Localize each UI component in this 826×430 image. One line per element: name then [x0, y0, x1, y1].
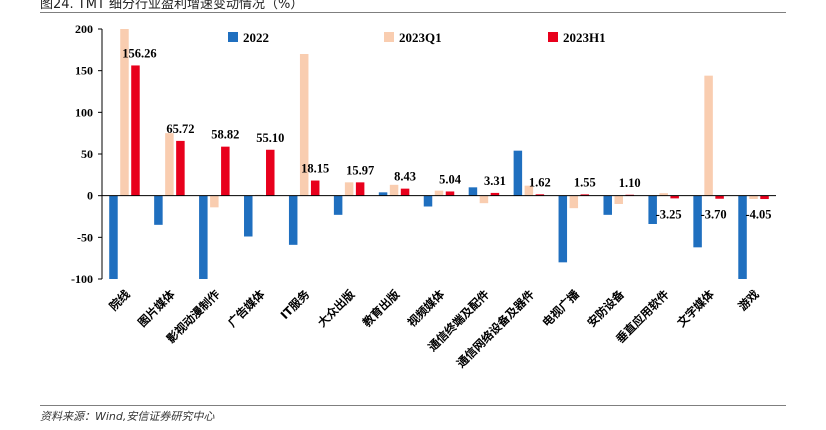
bar-2023H1-3	[266, 149, 275, 196]
bar-2023Q1-2	[210, 195, 219, 208]
bar-2023H1-14	[760, 195, 769, 200]
source-note: 资料来源：Wind,安信证券研究中心	[40, 410, 215, 423]
category-label-0: 院线	[106, 287, 133, 314]
y-tick-label: -100	[71, 272, 93, 286]
bar-2023Q1-14	[749, 195, 758, 199]
data-label-13: -3.70	[701, 208, 727, 222]
bar-2022-0	[109, 195, 118, 279]
bar-2022-5	[333, 195, 343, 215]
y-tick-label: 200	[75, 22, 93, 36]
legend-label-2022: 2022	[243, 30, 269, 45]
bar-2023H1-8	[490, 192, 500, 196]
legend-swatch-2023Q1	[384, 32, 394, 42]
legend-label-2023Q1: 2023Q1	[399, 30, 442, 45]
y-tick-label: 50	[81, 147, 93, 161]
category-label-9: 通信网络设备及器件	[454, 287, 537, 370]
bar-2022-14	[738, 195, 747, 279]
bar-2023Q1-8	[479, 195, 489, 204]
bar-2023Q1-6	[389, 184, 399, 196]
bar-2023H1-1	[176, 140, 185, 196]
data-label-9: 1.62	[529, 175, 551, 189]
bar-2023H1-6	[400, 188, 410, 196]
bar-2023Q1-11	[614, 195, 623, 204]
data-label-0: 156.26	[122, 46, 156, 60]
y-tick-label: -50	[77, 230, 93, 244]
bar-2023Q1-9	[524, 185, 534, 196]
bar-2023H1-0	[131, 65, 140, 196]
category-label-7: 视频媒体	[405, 287, 448, 330]
bar-2022-8	[468, 187, 478, 196]
bottom-rule	[40, 405, 786, 406]
legend-swatch-2022	[228, 32, 238, 42]
data-label-3: 55.10	[256, 131, 284, 145]
bar-2022-4	[288, 195, 298, 245]
data-label-1: 65.72	[166, 122, 194, 136]
legend-label-2023H1: 2023H1	[563, 30, 606, 45]
category-label-11: 安防设备	[584, 287, 627, 330]
bar-2023Q1-1	[165, 133, 174, 196]
bar-2022-11	[603, 195, 612, 215]
bar-2023H1-4	[310, 180, 320, 196]
category-label-5: 大众出版	[315, 287, 358, 330]
data-label-12: -3.25	[656, 208, 682, 222]
bar-2022-9	[513, 150, 523, 196]
bar-2023H1-9	[535, 194, 545, 196]
bar-2023Q1-10	[569, 195, 579, 209]
category-label-6: 教育出版	[359, 287, 402, 330]
data-label-11: 1.10	[619, 176, 641, 190]
bar-2022-3	[244, 195, 253, 237]
figure-title: 图24. TMT 细分行业盈利增速变动情况（%）	[40, 0, 304, 12]
bar-2023H1-7	[445, 191, 455, 196]
bar-2023Q1-0	[120, 29, 129, 196]
top-rule	[40, 12, 786, 13]
bar-2023H1-10	[580, 194, 590, 196]
bar-2023Q1-7	[434, 190, 444, 196]
bar-chart: -100 -50 0 50 100 150 200 156.26 65.72 58.82 55.10…	[71, 22, 776, 370]
data-label-2: 58.82	[211, 128, 239, 142]
bar-2022-12	[648, 195, 657, 224]
bar-2023Q1-4	[299, 54, 309, 196]
y-tick-label: 100	[75, 105, 93, 119]
bar-2023H1-5	[355, 182, 365, 196]
data-label-14: -4.05	[746, 208, 772, 222]
bar-2022-6	[378, 192, 388, 196]
bar-2022-1	[154, 195, 163, 225]
bar-2022-10	[558, 195, 568, 263]
bar-2023H1-12	[670, 195, 679, 199]
bar-2023Q1-12	[659, 193, 668, 196]
data-label-5: 15.97	[346, 163, 374, 177]
category-label-14: 游戏	[735, 287, 762, 314]
data-label-10: 1.55	[574, 175, 596, 189]
data-label-7: 5.04	[439, 172, 462, 186]
y-tick-label: 150	[75, 64, 93, 78]
bar-2023Q1-5	[344, 182, 354, 196]
legend-swatch-2023H1	[548, 32, 558, 42]
data-label-8: 3.31	[484, 174, 506, 188]
bar-2023H1-13	[715, 195, 724, 199]
bar-2023Q1-13	[704, 75, 713, 196]
category-label-4: IT服务	[278, 287, 313, 322]
category-label-1: 图片媒体	[135, 287, 178, 330]
bar-2022-7	[423, 195, 433, 207]
bar-2023H1-2	[221, 146, 230, 196]
data-label-4: 18.15	[301, 162, 329, 176]
data-label-6: 8.43	[394, 170, 416, 184]
y-tick-label: 0	[87, 189, 93, 203]
bar-2022-2	[199, 195, 208, 279]
category-label-3: 广告媒体	[225, 287, 268, 330]
bar-2022-13	[693, 195, 702, 248]
category-label-13: 文字媒体	[674, 287, 717, 330]
category-label-10: 电视广播	[539, 287, 582, 330]
